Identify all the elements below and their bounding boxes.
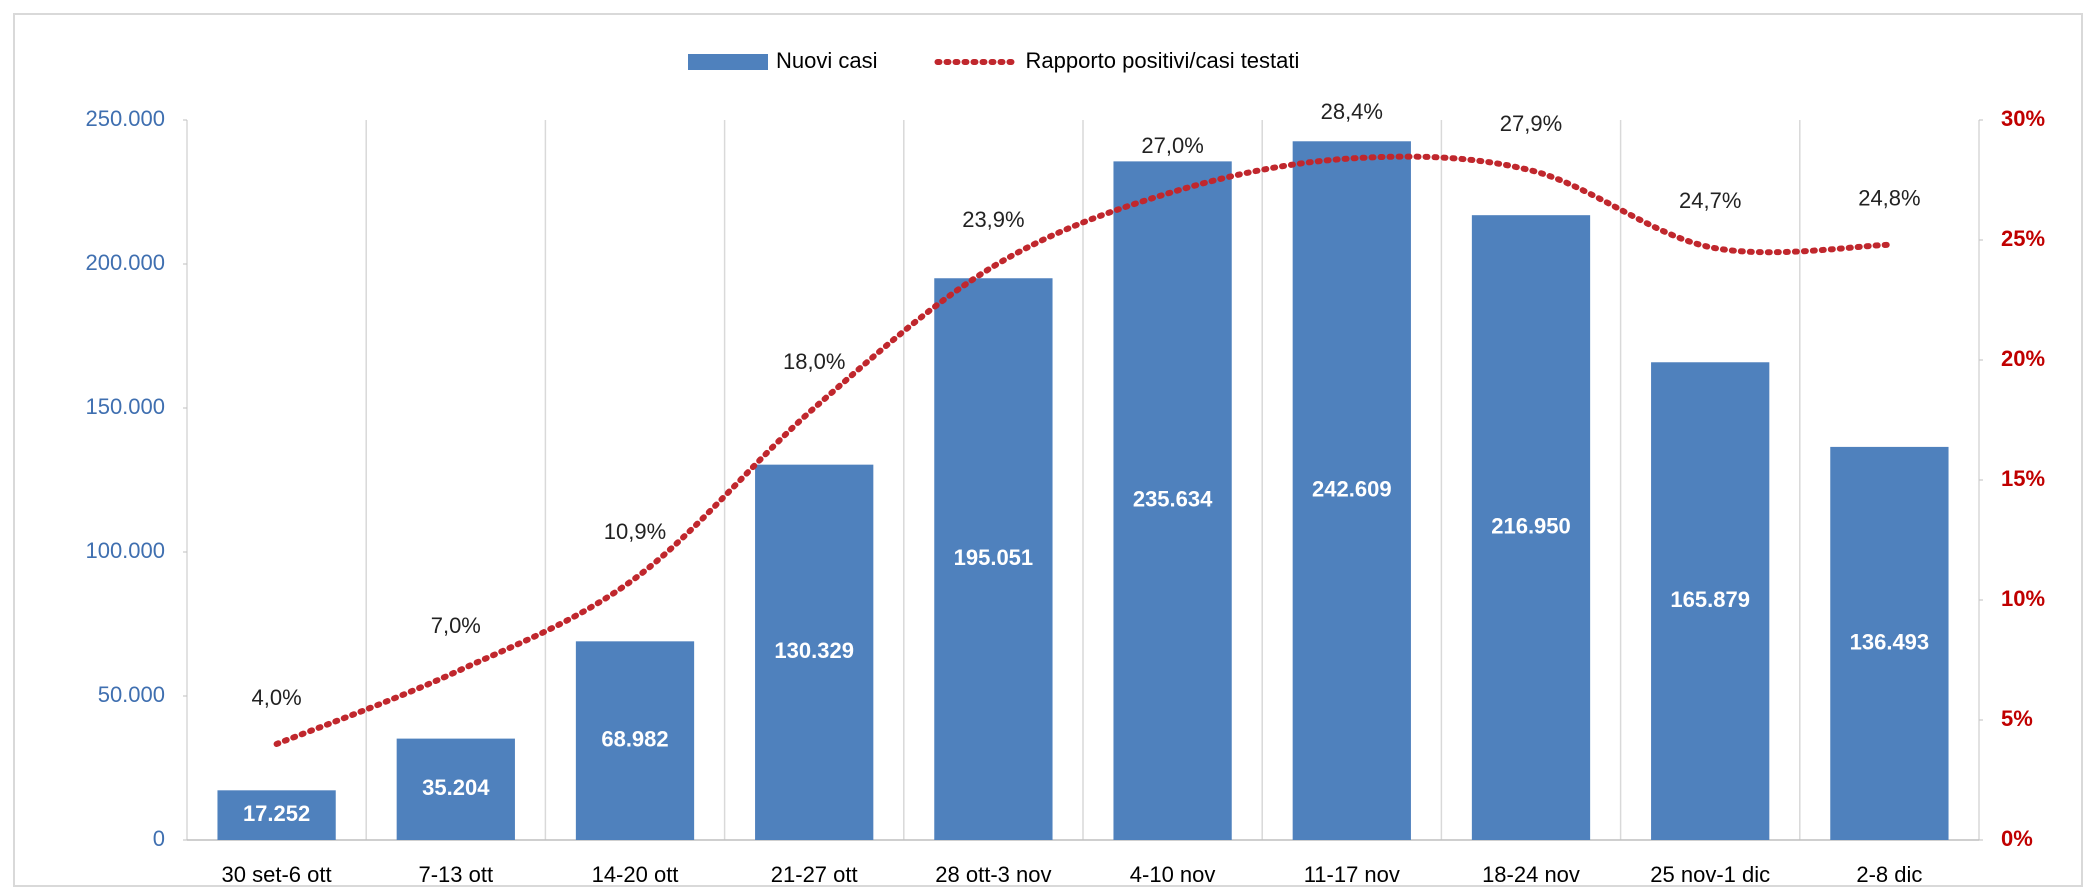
bar-value-label: 242.609 (1312, 476, 1392, 501)
line-value-label: 28,4% (1321, 99, 1383, 124)
bar (1471, 215, 1591, 840)
line-value-label: 10,9% (604, 519, 666, 544)
bar (575, 641, 695, 840)
y-tick-label: 250.000 (85, 106, 165, 131)
bar (396, 738, 515, 840)
line-value-label: 7,0% (431, 613, 481, 638)
bar (934, 278, 1053, 840)
bar-value-label: 136.493 (1850, 629, 1930, 654)
line-value-label: 23,9% (962, 207, 1024, 232)
line-value-label: 4,0% (252, 685, 302, 710)
line-value-label: 27,9% (1500, 111, 1562, 136)
y2-tick-label: 10% (2001, 586, 2045, 611)
bar-value-label: 165.879 (1670, 587, 1750, 612)
y2-tick-label: 20% (2001, 346, 2045, 371)
y2-tick-label: 5% (2001, 706, 2033, 731)
x-tick-label: 4-10 nov (1130, 862, 1216, 887)
bar-value-label: 216.950 (1491, 513, 1571, 538)
y2-tick-label: 0% (2001, 826, 2033, 851)
bar-value-label: 235.634 (1133, 486, 1213, 511)
bar (1292, 141, 1411, 841)
line (273, 153, 1893, 747)
line-value-label: 24,8% (1858, 186, 1920, 211)
legend-label: Nuovi casi (776, 48, 877, 73)
x-tick-label: 2-8 dic (1856, 862, 1922, 887)
x-tick-label: 28 ott-3 nov (935, 862, 1051, 887)
x-tick-label: 11-17 nov (1304, 862, 1400, 887)
bar-value-label: 17.252 (243, 801, 310, 826)
x-tick-label: 30 set-6 ott (222, 862, 332, 887)
y2-tick-label: 30% (2001, 106, 2045, 131)
x-tick-label: 14-20 ott (592, 862, 679, 887)
bar (1830, 446, 1949, 840)
bar (1113, 161, 1232, 840)
y-tick-label: 0 (153, 826, 165, 851)
line-value-label: 18,0% (783, 349, 845, 374)
y-tick-label: 100.000 (85, 538, 165, 563)
bar (755, 464, 874, 840)
x-tick-label: 25 nov-1 dic (1650, 862, 1770, 887)
y2-tick-label: 25% (2001, 226, 2045, 251)
bar-value-label: 130.329 (774, 638, 854, 663)
y-tick-label: 200.000 (85, 250, 165, 275)
y-tick-label: 150.000 (85, 394, 165, 419)
x-tick-label: 21-27 ott (771, 862, 858, 887)
line-value-label: 24,7% (1679, 188, 1741, 213)
bar-value-label: 195.051 (954, 545, 1034, 570)
x-tick-label: 7-13 ott (418, 862, 493, 887)
bar-value-label: 35.204 (422, 775, 490, 800)
y-tick-label: 50.000 (98, 682, 165, 707)
x-tick-label: 18-24 nov (1482, 862, 1580, 887)
bar-value-label: 68.982 (601, 726, 668, 751)
bar (1651, 362, 1770, 840)
legend-swatch (688, 54, 768, 70)
y2-tick-label: 15% (2001, 466, 2045, 491)
bar (217, 790, 336, 840)
line-value-label: 27,0% (1141, 133, 1203, 158)
legend-label: Rapporto positivi/casi testati (1025, 48, 1299, 73)
